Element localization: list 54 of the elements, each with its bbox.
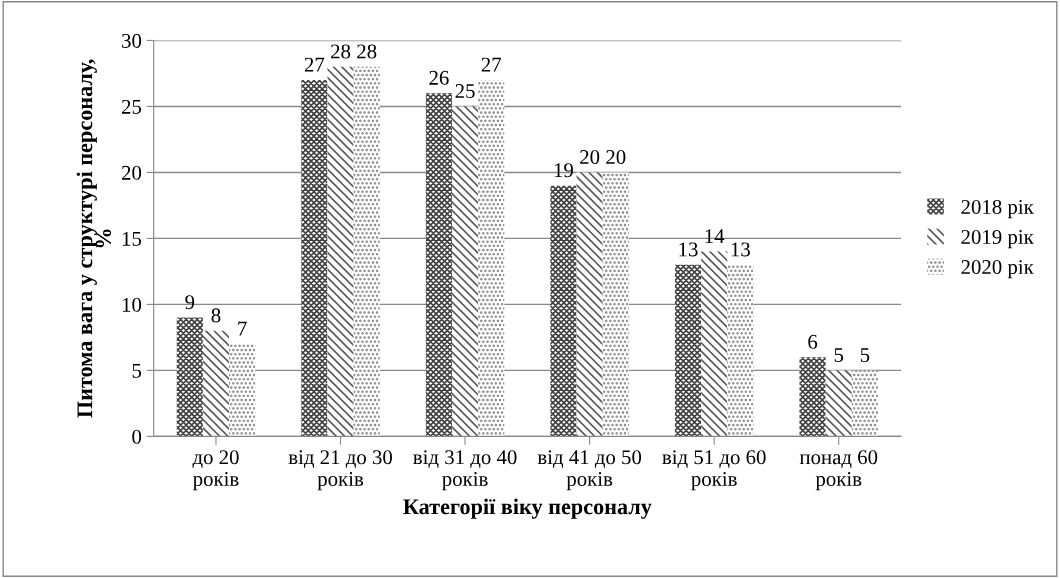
- y-tick-label: 30: [122, 33, 142, 48]
- bar: [425, 93, 452, 437]
- x-tick-label: від 41 до 50 років: [537, 450, 642, 491]
- data-label: 26: [429, 70, 449, 85]
- data-label: 14: [705, 229, 725, 244]
- bar: [825, 370, 852, 437]
- legend-label: 2020 рік: [961, 260, 1034, 279]
- bar: [576, 172, 603, 437]
- y-tick-label: 25: [121, 99, 142, 114]
- x-tick-label: понад 60 років: [799, 450, 878, 491]
- data-label: 9: [185, 295, 195, 310]
- bar: [229, 344, 256, 437]
- bar: [701, 251, 728, 437]
- legend-label: 2018 рік: [961, 199, 1034, 219]
- data-label: 28: [357, 44, 377, 59]
- data-label: 27: [304, 57, 325, 72]
- y-tick-label: 0: [132, 429, 142, 444]
- data-label: 13: [731, 242, 750, 257]
- y-tick-label: 20: [121, 165, 142, 180]
- bar: [202, 330, 230, 437]
- bar: [301, 80, 328, 437]
- bar: [176, 317, 203, 437]
- data-label: 13: [679, 242, 698, 257]
- y-tick-label: 15: [122, 231, 142, 246]
- bar: [550, 185, 577, 437]
- data-label: 5: [860, 348, 870, 362]
- data-label: 27: [481, 57, 502, 72]
- bar: [327, 66, 354, 437]
- data-label: 20: [606, 149, 626, 165]
- bar: [353, 66, 380, 437]
- bar: [727, 264, 754, 437]
- bar: [851, 370, 878, 437]
- y-axis-title: Питома вага у структурі персоналу, %: [76, 59, 112, 418]
- x-axis-title: Категорії віку персоналу: [403, 498, 652, 519]
- data-label: 25: [455, 84, 475, 99]
- data-label: 6: [808, 334, 818, 349]
- bar: [799, 357, 826, 437]
- x-tick-label: від 21 до 30 років: [288, 450, 392, 491]
- data-label: 7: [238, 321, 247, 336]
- y-tick-label: 10: [122, 297, 142, 312]
- bar: [452, 106, 479, 437]
- data-label: 5: [834, 348, 844, 362]
- data-label: 28: [331, 44, 351, 59]
- bar: [674, 264, 702, 437]
- data-label: 8: [211, 308, 221, 323]
- x-tick-label: від 51 до 60 років: [662, 450, 766, 491]
- bar: [602, 172, 629, 437]
- x-tick-label: від 31 до 40 років: [413, 450, 517, 491]
- x-tick-label: до 20 років: [192, 450, 239, 491]
- data-label: 19: [554, 163, 574, 178]
- y-tick-label: 5: [132, 363, 142, 378]
- data-label: 20: [580, 149, 600, 165]
- legend-label: 2019 рік: [961, 229, 1034, 249]
- bar: [478, 80, 505, 437]
